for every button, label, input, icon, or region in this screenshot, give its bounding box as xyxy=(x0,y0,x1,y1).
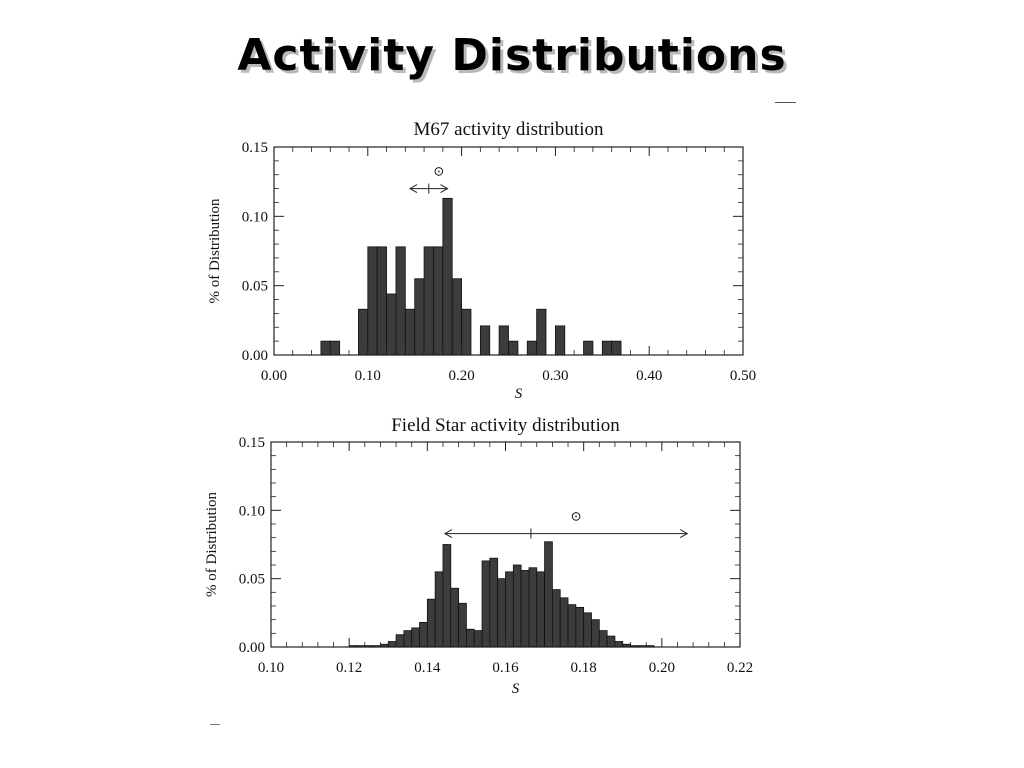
histogram-bar xyxy=(364,645,374,648)
x-tick-label: 0.20 xyxy=(448,368,474,384)
histogram-bar xyxy=(614,641,624,648)
x-tick-label: 0.20 xyxy=(649,660,675,676)
histogram-bar xyxy=(395,634,405,648)
x-axis-label: S xyxy=(512,681,520,697)
y-tick-label: 0.15 xyxy=(242,140,268,156)
histogram-bar xyxy=(505,571,514,648)
histogram-bar xyxy=(387,641,397,648)
histogram-bar xyxy=(567,604,577,648)
histogram-bar xyxy=(559,597,569,648)
y-axis-label: % of Distribution xyxy=(204,492,220,597)
histogram-bar xyxy=(575,606,585,648)
histogram-bar xyxy=(348,645,358,648)
histogram-bar xyxy=(479,325,491,356)
histogram-bar xyxy=(498,325,509,356)
histogram-bar xyxy=(611,340,622,356)
histogram-bar xyxy=(426,598,436,648)
histogram-bar xyxy=(536,308,547,356)
histogram-bar xyxy=(512,564,522,648)
histogram-bar xyxy=(598,630,608,648)
decorative-dash xyxy=(210,724,220,725)
histogram-bar xyxy=(466,628,475,648)
histogram-bar xyxy=(329,340,341,356)
histogram-bar xyxy=(442,544,452,648)
histogram-bar xyxy=(473,630,483,648)
y-tick-label: 0.05 xyxy=(242,279,268,295)
x-tick-label: 0.14 xyxy=(414,660,441,676)
solar-range-arrowhead-right xyxy=(440,184,449,194)
histogram-bar xyxy=(591,619,600,648)
histogram-bar xyxy=(508,340,519,356)
histogram-bar xyxy=(411,627,420,648)
histogram-bar xyxy=(645,645,655,648)
solar-range-arrowhead-left xyxy=(443,529,453,539)
histogram-bar xyxy=(489,557,499,648)
histogram-bar xyxy=(583,612,592,648)
histogram-bar xyxy=(555,325,566,356)
x-tick-label: 0.00 xyxy=(261,368,287,384)
y-tick-label: 0.05 xyxy=(239,572,265,588)
histogram-bar xyxy=(461,308,472,356)
histogram-bar xyxy=(372,645,381,648)
histogram-bar xyxy=(458,602,467,648)
x-tick-label: 0.30 xyxy=(542,368,568,384)
histogram-bar xyxy=(606,635,616,648)
solar-range-arrowhead-right xyxy=(679,529,689,539)
x-axis-label: S xyxy=(515,386,523,402)
histogram-bar xyxy=(544,541,553,648)
histogram-bar xyxy=(528,567,538,648)
decorative-rule xyxy=(775,102,796,103)
histogram-bar xyxy=(450,587,459,648)
histogram-bar xyxy=(637,645,647,648)
x-tick-label: 0.16 xyxy=(492,660,519,676)
y-tick-label: 0.00 xyxy=(239,640,265,656)
y-tick-label: 0.10 xyxy=(239,503,265,519)
y-tick-label: 0.15 xyxy=(239,435,265,451)
histogram-bar xyxy=(419,622,428,648)
histogram-bar xyxy=(434,571,444,648)
histogram-bar xyxy=(481,560,491,648)
histogram-bar xyxy=(630,645,639,648)
histogram-bar xyxy=(536,571,545,648)
y-tick-label: 0.10 xyxy=(242,209,268,225)
solar-range-arrowhead-left xyxy=(409,184,418,194)
x-tick-label: 0.50 xyxy=(730,368,756,384)
histogram-bar xyxy=(520,570,530,648)
histogram-bar xyxy=(442,197,453,356)
chart-title: M67 activity distribution xyxy=(414,119,604,140)
x-tick-label: 0.22 xyxy=(727,660,753,676)
sun-symbol: ⊙ xyxy=(571,509,582,524)
histogram-bar xyxy=(622,643,631,648)
slide-title: Activity Distributions xyxy=(237,30,787,81)
histogram-bar xyxy=(497,578,506,648)
x-tick-label: 0.10 xyxy=(355,368,381,384)
x-tick-label: 0.18 xyxy=(571,660,597,676)
histogram-bar xyxy=(395,246,406,356)
y-axis-label: % of Distribution xyxy=(207,198,223,303)
histogram-bar xyxy=(356,645,366,648)
histogram-bar xyxy=(583,340,594,356)
y-tick-label: 0.00 xyxy=(242,348,268,364)
x-tick-label: 0.12 xyxy=(336,660,362,676)
histogram-bar xyxy=(403,630,413,648)
x-tick-label: 0.40 xyxy=(636,368,662,384)
histogram-bar xyxy=(552,589,561,648)
histogram-bar xyxy=(380,643,389,648)
x-tick-label: 0.10 xyxy=(258,660,284,676)
chart-title: Field Star activity distribution xyxy=(391,415,620,436)
sun-symbol: ⊙ xyxy=(433,164,444,179)
